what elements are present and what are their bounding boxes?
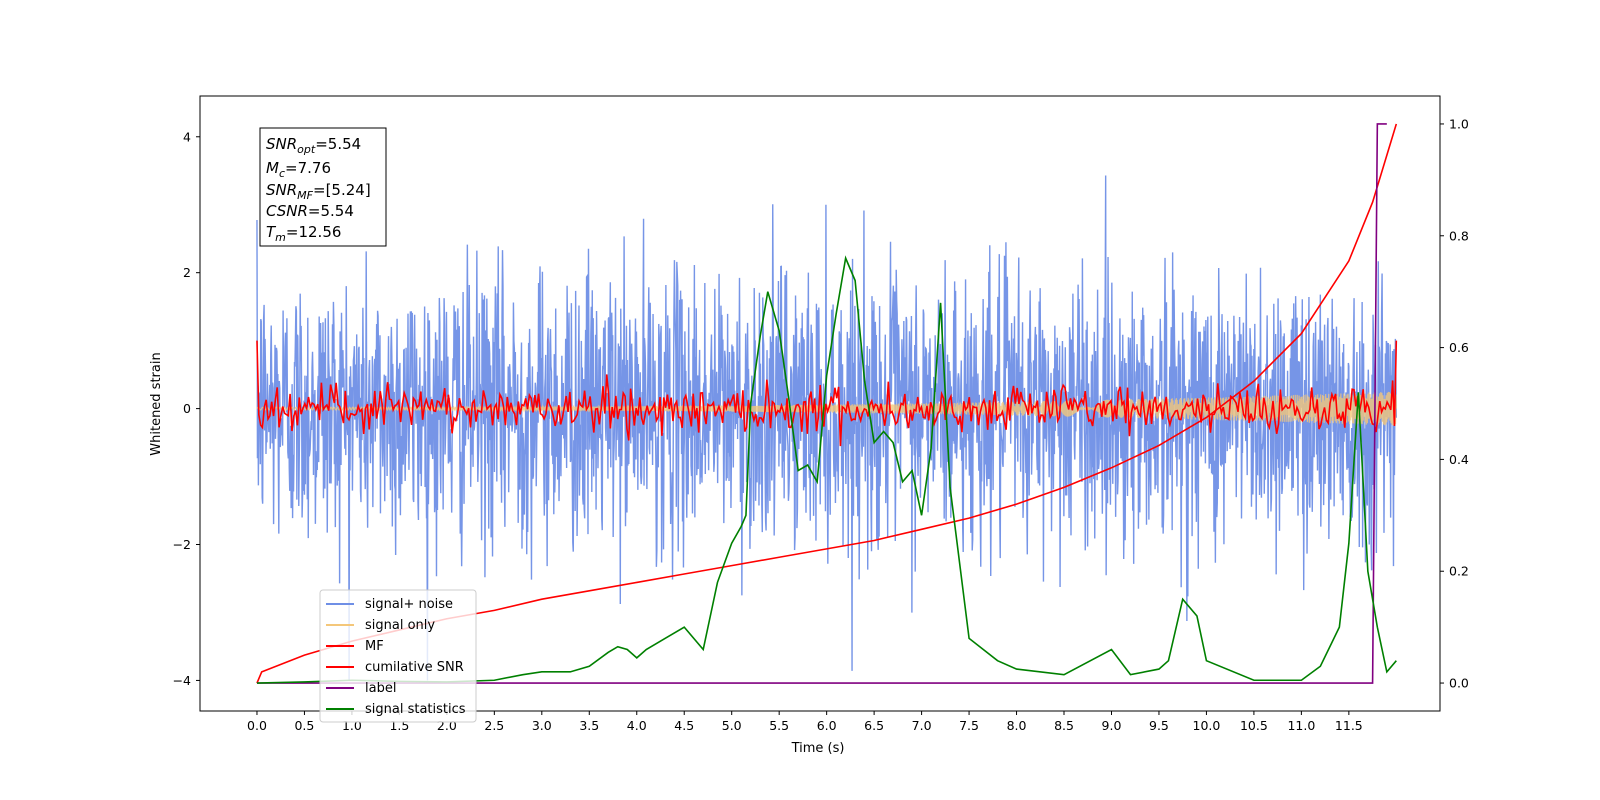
y-tick-label: 2 <box>183 265 191 280</box>
annotation-line-csnr: CSNR=5.54 <box>266 202 354 220</box>
x-tick-label: 6.0 <box>817 718 837 733</box>
annotation-line-snr-opt: SNRopt=5.54 <box>266 135 361 156</box>
legend-label-signal-only: signal only <box>365 618 435 633</box>
x-tick-label: 10.5 <box>1240 718 1268 733</box>
y2-tick-label: 0.4 <box>1449 452 1469 467</box>
series-mf <box>256 340 1398 447</box>
x-tick-label: 8.0 <box>1007 718 1027 733</box>
legend-label-cumulative-snr: cumilative SNR <box>365 660 464 675</box>
y-tick-label: 0 <box>183 401 191 416</box>
x-tick-label: 7.0 <box>912 718 932 733</box>
x-tick-label: 5.0 <box>722 718 742 733</box>
y2-tick-label: 0.0 <box>1449 676 1469 691</box>
y-axis-label: Whitened strain <box>149 352 164 455</box>
x-tick-label: 11.0 <box>1287 718 1315 733</box>
x-tick-label: 8.5 <box>1054 718 1074 733</box>
y2-tick-label: 0.2 <box>1449 564 1469 579</box>
legend-label-mf: MF <box>365 639 384 654</box>
x-tick-label: 5.5 <box>769 718 789 733</box>
snr-annotation-box: SNRopt=5.54 Mc=7.76 SNRMF=[5.24] CSNR=5.… <box>259 127 387 247</box>
x-tick-label: 7.5 <box>959 718 979 733</box>
x-tick-label: 9.0 <box>1102 718 1122 733</box>
x-tick-label: 0.5 <box>294 718 314 733</box>
x-tick-label: 3.0 <box>532 718 552 733</box>
series-signal-noise <box>256 175 1398 681</box>
annotation-line-snr-mf: SNRMF=[5.24] <box>266 181 371 202</box>
annotation-line-mc: Mc=7.76 <box>266 159 331 180</box>
x-tick-label: 3.5 <box>579 718 599 733</box>
y-tick-label: 4 <box>183 129 191 144</box>
y2-tick-label: 1.0 <box>1449 116 1469 131</box>
x-tick-label: 4.5 <box>674 718 694 733</box>
x-tick-label: 11.5 <box>1335 718 1363 733</box>
x-tick-label: 10.0 <box>1193 718 1221 733</box>
x-tick-label: 9.5 <box>1149 718 1169 733</box>
x-tick-label: 6.5 <box>864 718 884 733</box>
y2-tick-label: 0.6 <box>1449 340 1469 355</box>
x-tick-label: 0.0 <box>247 718 267 733</box>
x-tick-label: 2.5 <box>484 718 504 733</box>
y2-tick-label: 0.8 <box>1449 228 1469 243</box>
legend: signal+ noise signal only MF cumilative … <box>319 589 477 723</box>
series-label <box>256 123 1387 684</box>
legend-label-signal-noise: signal+ noise <box>365 597 453 612</box>
series-signal-statistics <box>256 255 1397 684</box>
y-tick-label: −2 <box>173 537 191 552</box>
legend-box <box>319 589 477 723</box>
legend-label-label: label <box>365 681 396 696</box>
legend-label-signal-statistics: signal statistics <box>365 702 466 717</box>
plot-frame <box>199 95 1441 712</box>
x-tick-label: 4.0 <box>627 718 647 733</box>
x-axis-label: Time (s) <box>791 741 845 756</box>
y-tick-label: −4 <box>173 673 191 688</box>
annotation-line-tm: Tm=12.56 <box>266 223 341 244</box>
